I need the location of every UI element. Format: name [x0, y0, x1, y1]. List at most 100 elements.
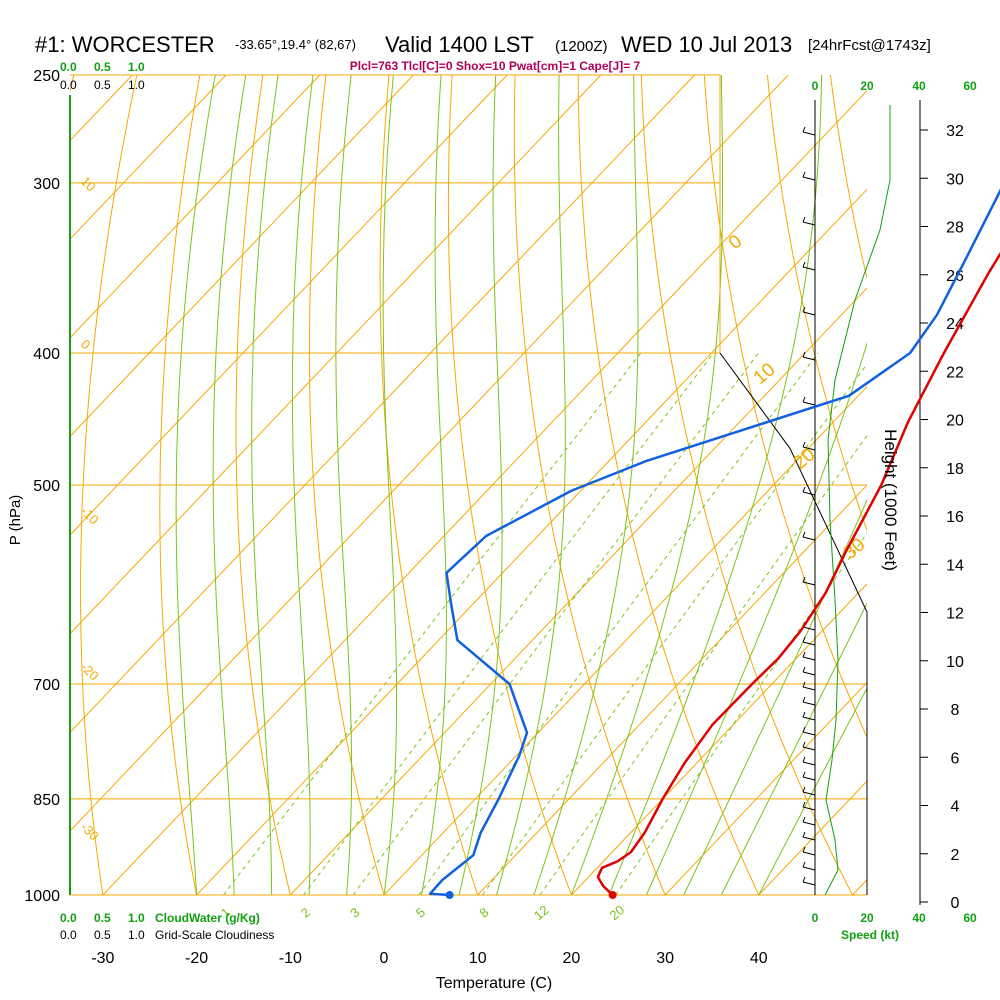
wind-barb-flag	[802, 831, 806, 838]
cloud-scale-top-1: 0.5	[94, 60, 111, 74]
y-axis-title: P (hPa)	[7, 495, 24, 546]
cloudiness-scale-bottom-2: 1.0	[128, 928, 145, 942]
height-tick-label: 32	[946, 123, 964, 140]
mixing-ratio-line	[223, 352, 642, 895]
pressure-tick-label: 300	[33, 176, 60, 193]
wind-barb	[802, 866, 816, 871]
moist-adiabat-line	[570, 75, 724, 895]
moist-adiabat-line	[495, 75, 566, 895]
height-tick-label: 6	[951, 750, 960, 767]
cloudiness-scale-top-1: 0.5	[94, 78, 111, 92]
wind-barb-flag	[802, 306, 806, 313]
pressure-tick-label: 850	[33, 792, 60, 809]
pressure-tick-label: 1000	[24, 888, 60, 905]
mixing-ratio-label: 3	[347, 905, 362, 921]
height-tick-label: 18	[946, 461, 964, 478]
height-tick-label: 20	[946, 413, 964, 430]
height-tick-label: 2	[951, 847, 960, 864]
x-axis-title: Temperature (C)	[436, 975, 552, 992]
wind-barb-flag	[802, 441, 806, 448]
speed-top-40: 40	[912, 79, 926, 93]
wind-barb	[802, 221, 816, 226]
mixing-ratio-line	[539, 434, 867, 895]
wind-barb-flag	[802, 636, 806, 643]
pressure-tick-label: 500	[33, 478, 60, 495]
wind-barb	[802, 401, 816, 406]
isotherm-line	[852, 879, 867, 895]
isotherm-line	[477, 484, 867, 895]
speed-top-20: 20	[860, 79, 874, 93]
wind-barb	[802, 311, 816, 316]
temperature-profile	[596, 251, 1000, 896]
dry-adiabat-line	[766, 75, 867, 532]
height-tick-label: 4	[951, 799, 960, 816]
mixing-ratio-label: 8	[476, 905, 491, 921]
dry-adiabat-line	[235, 75, 291, 895]
moist-adiabat-line	[335, 75, 353, 895]
dry-adiabat-line	[159, 75, 201, 895]
height-tick-label: 8	[951, 702, 960, 719]
wind-barb	[802, 716, 816, 721]
mixing-ratio-line	[482, 363, 867, 895]
cloudiness-scale-bottom-0: 0.0	[60, 928, 77, 942]
height-tick-label: 14	[946, 557, 964, 574]
height-tick-label: 22	[946, 364, 964, 381]
mixing-ratio-label: 20	[607, 902, 628, 923]
wind-barb-flag	[802, 741, 806, 748]
speed-axis-label: Speed (kt)	[841, 928, 899, 942]
wind-barb	[802, 881, 816, 886]
wind-barb-flag	[802, 576, 806, 583]
wind-barb	[802, 626, 816, 631]
wind-barb-flag	[802, 171, 806, 178]
plot-boundary	[719, 352, 868, 895]
moist-adiabat-line	[291, 75, 314, 895]
mixing-ratio-line	[352, 352, 759, 895]
cloudiness-scale-top-0: 0.0	[60, 78, 77, 92]
stability-indices: Plcl=763 Tlcl[C]=0 Shox=10 Pwat[cm]=1 Ca…	[350, 59, 641, 73]
valid-date: WED 10 Jul 2013	[621, 32, 792, 57]
cloudiness-scale-bottom-1: 0.5	[94, 928, 111, 942]
wind-barb-flag	[802, 726, 806, 733]
cloud-scale-bottom-1: 0.5	[94, 911, 111, 925]
wind-barb-flag	[802, 396, 806, 403]
speed-bottom-0: 0	[812, 911, 819, 925]
isotherm-line	[664, 681, 867, 895]
moist-adiabat-lines	[175, 75, 867, 895]
wind-barb	[802, 791, 816, 796]
pressure-tick-label: 400	[33, 346, 60, 363]
valid-time: Valid 1400 LST	[385, 32, 534, 57]
wind-barb	[802, 656, 816, 661]
wind-barb	[802, 581, 816, 586]
temperature-tick-label: -20	[185, 950, 208, 967]
wind-barb-flag	[802, 816, 806, 823]
wind-profile	[802, 100, 891, 896]
moist-adiabat-line	[251, 75, 279, 895]
dry-adiabat-label: 30	[840, 534, 870, 564]
wind-barb	[802, 641, 816, 646]
isotherm-label: -30	[78, 820, 102, 844]
pressure-tick-label: 250	[33, 68, 60, 85]
temperature-tick-label: -30	[91, 950, 114, 967]
dry-adiabat-line	[447, 75, 572, 895]
speed-bottom-20: 20	[860, 911, 874, 925]
height-tick-label: 0	[951, 895, 960, 912]
dry-adiabat-line	[894, 75, 1000, 895]
dry-adiabat-line	[703, 75, 867, 739]
cloud-scale-bottom-0: 0.0	[60, 911, 77, 925]
wind-barb	[802, 836, 816, 841]
speed-top-60: 60	[963, 79, 977, 93]
dewpoint-profile	[428, 188, 1000, 897]
moist-adiabat-line	[758, 686, 867, 895]
wind-barb	[802, 671, 816, 676]
moist-adiabat-line	[645, 341, 867, 895]
wind-barb-flag	[802, 861, 806, 868]
wind-barb-flag	[802, 531, 806, 538]
cloudwater-label: CloudWater (g/Kg)	[155, 911, 260, 925]
speed-top-0: 0	[812, 79, 819, 93]
temperature-tick-label: 10	[469, 950, 487, 967]
dry-adiabat-line	[640, 75, 853, 895]
moist-adiabat-line	[421, 75, 447, 895]
plot-frame	[69, 74, 928, 905]
isotherm-line	[70, 75, 414, 438]
